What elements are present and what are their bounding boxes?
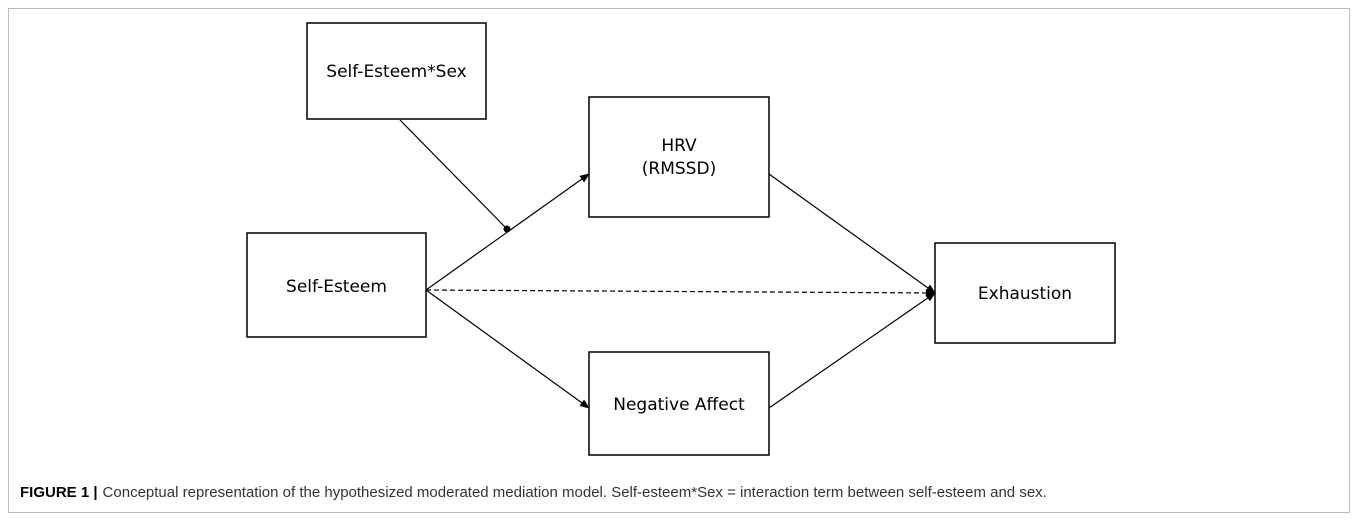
- arrow: [768, 173, 936, 294]
- dashed-arrow: [425, 288, 936, 297]
- caption-text: Conceptual representation of the hypothe…: [103, 484, 1047, 501]
- node-box: [588, 351, 770, 456]
- node-box: [934, 242, 1116, 344]
- frame: [8, 8, 1350, 513]
- caption-label: FIGURE 1 |: [20, 484, 98, 501]
- node-label: HRV: [661, 136, 697, 156]
- node: HRV (RMSSD): [588, 96, 770, 218]
- node-box: [588, 96, 770, 218]
- node-box: [306, 22, 487, 120]
- node: Exhaustion: [934, 242, 1116, 344]
- arrow: [768, 292, 936, 409]
- caption: FIGURE 1 | Conceptual representation of t…: [20, 484, 1047, 501]
- arrow: [425, 289, 590, 409]
- node-label: (RMSSD): [642, 159, 716, 179]
- node-box: [246, 232, 427, 338]
- node: Self-Esteem: [246, 232, 427, 338]
- node-label: Self-Esteem*Sex: [326, 62, 466, 82]
- node-label: Self-Esteem: [286, 277, 387, 297]
- node: Self-Esteem*Sex: [306, 22, 487, 120]
- node-label: Exhaustion: [978, 284, 1072, 304]
- moderation-line: [399, 119, 508, 230]
- node: Negative Affect: [588, 351, 770, 456]
- node-label: Negative Affect: [613, 395, 745, 415]
- moderation-dot: [503, 225, 511, 233]
